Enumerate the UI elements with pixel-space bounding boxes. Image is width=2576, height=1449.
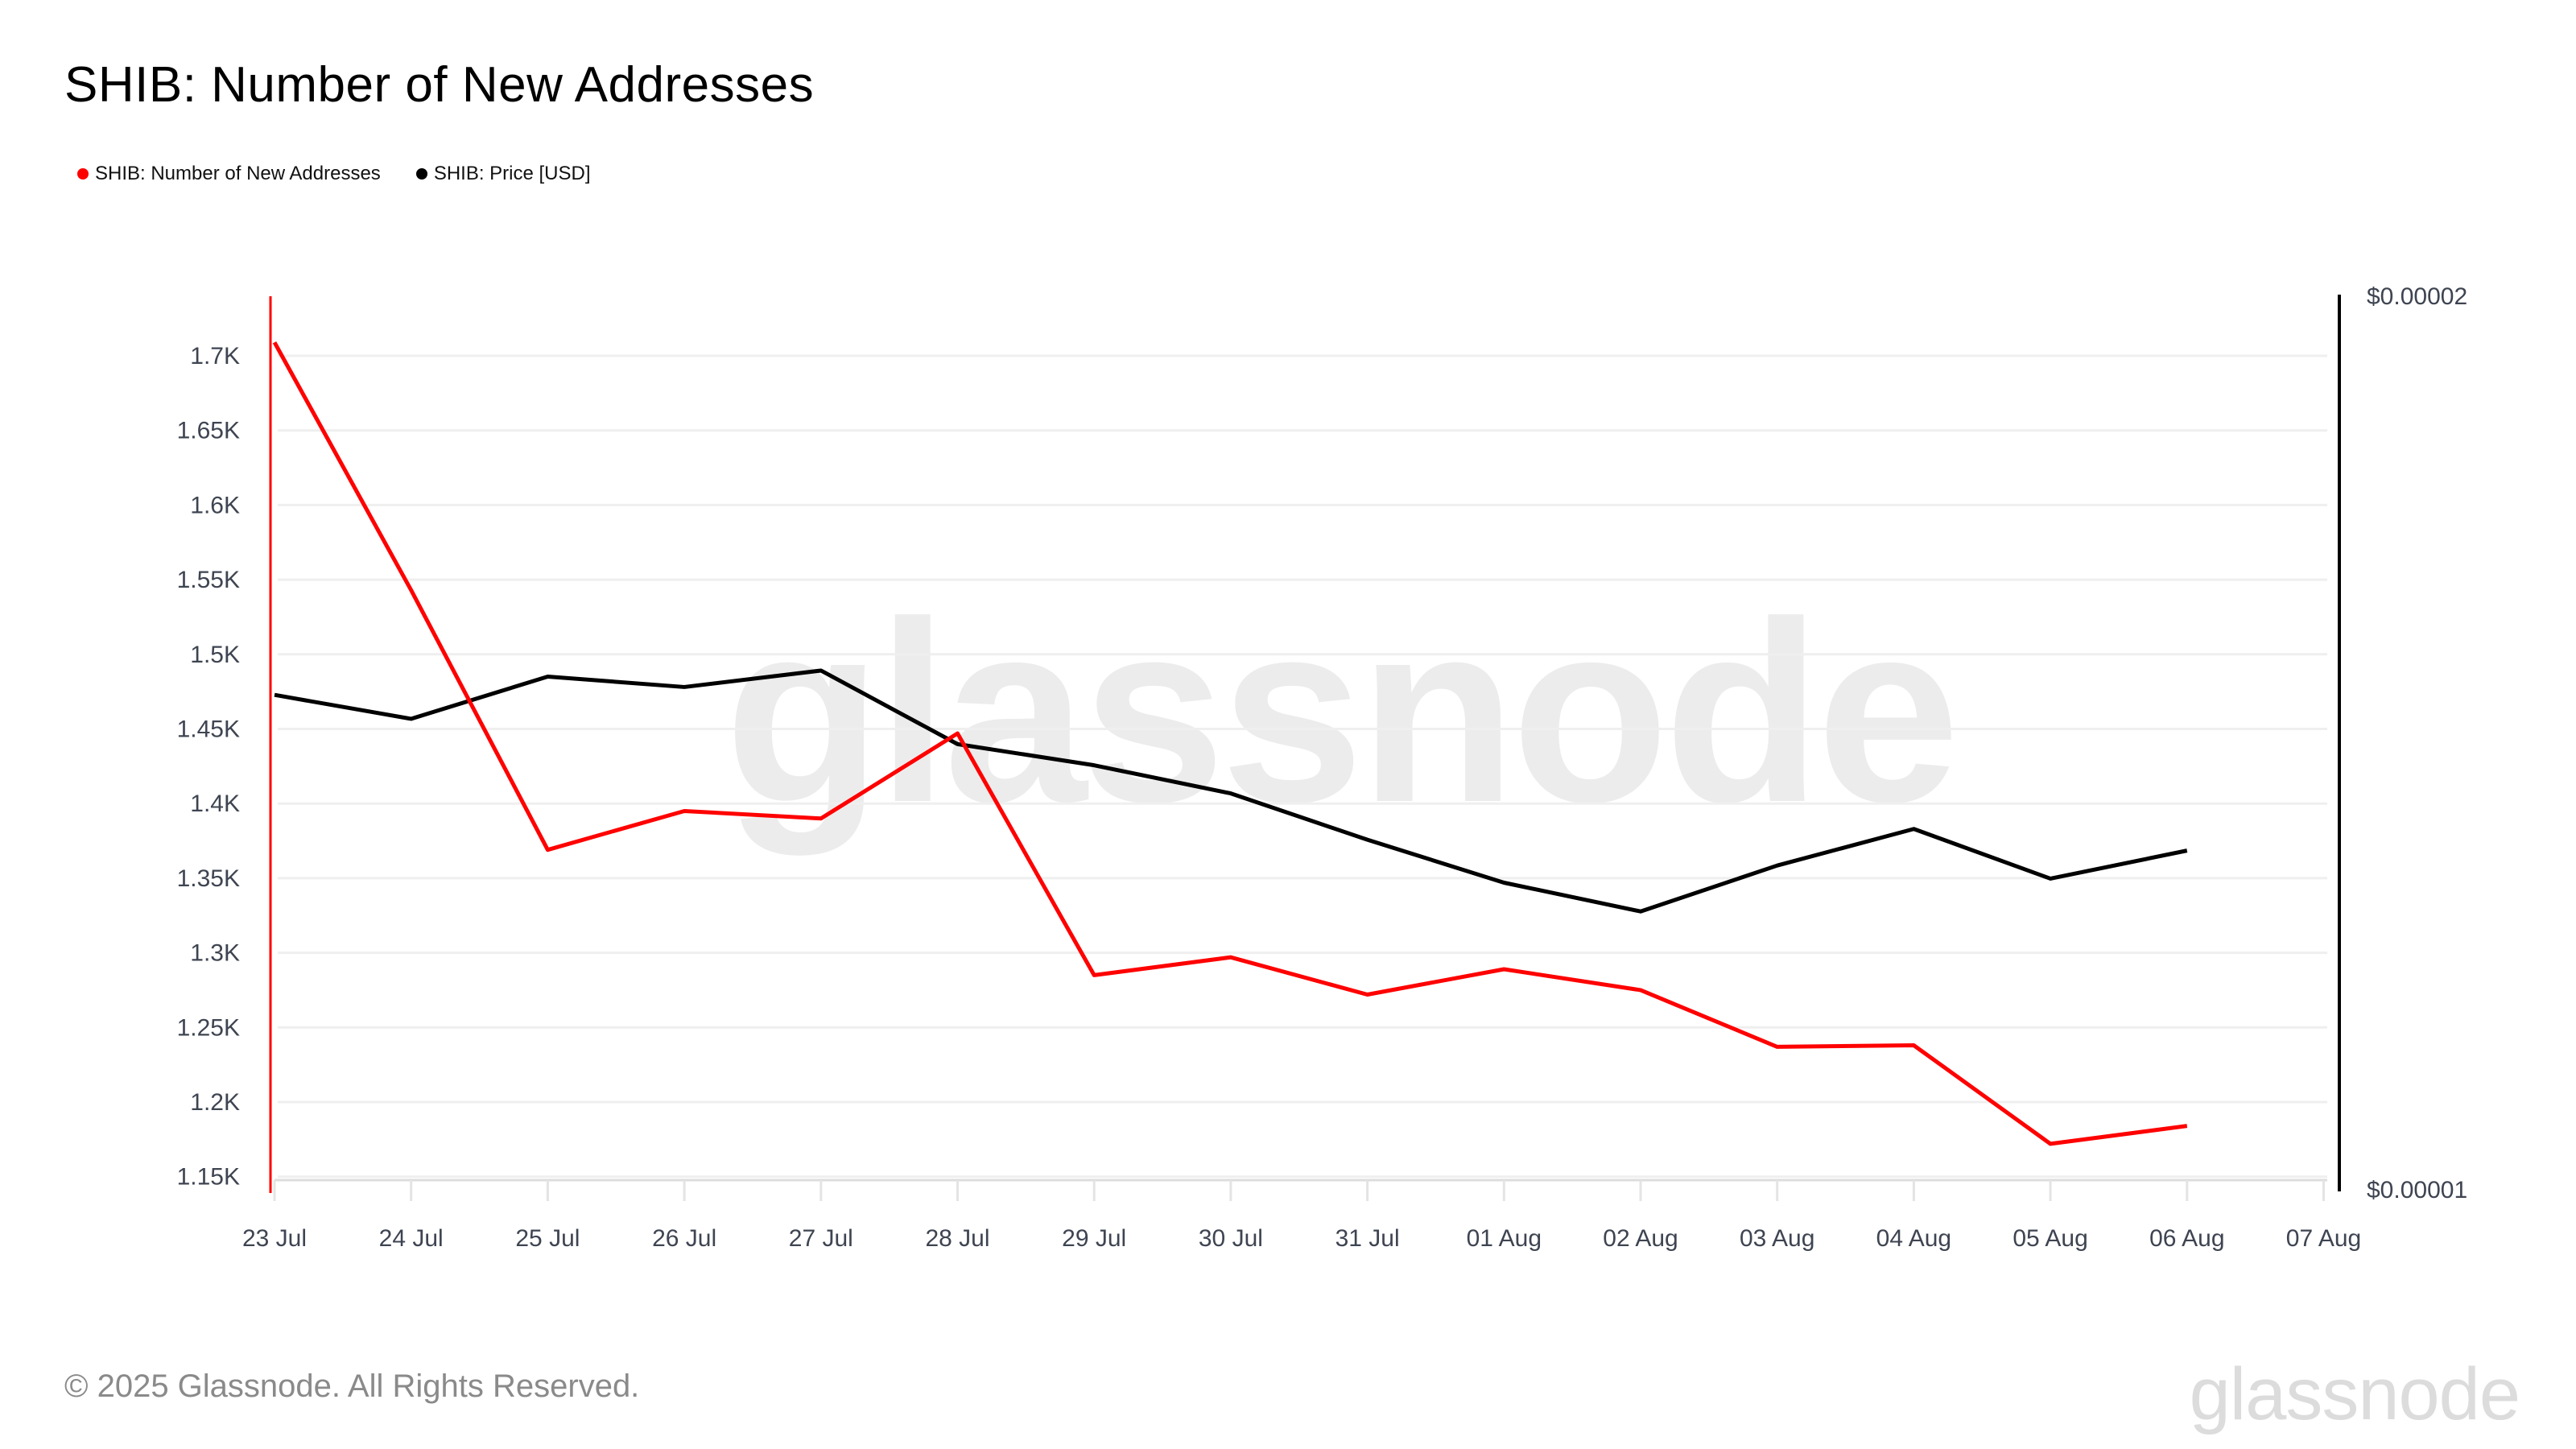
legend-item-new-addresses[interactable]: SHIB: Number of New Addresses [77,163,381,185]
x-tick-label: 01 Aug [1467,1225,1542,1252]
y-tick-label: 1.35K [177,865,240,892]
x-tick-label: 31 Jul [1335,1225,1400,1252]
y-tick-label: 1.6K [190,492,240,518]
legend: SHIB: Number of New Addresses SHIB: Pric… [77,163,591,185]
gridlines [278,354,2327,1179]
y-right-tick-label: $0.00001 [2367,1177,2467,1203]
price-series-line [274,668,2188,914]
y-tick-label: 1.25K [177,1014,240,1041]
legend-dot-icon [77,168,89,180]
legend-label: SHIB: Price [USD] [433,163,591,184]
x-tick-label: 05 Aug [2013,1225,2087,1252]
y-tick-label: 1.15K [177,1164,240,1191]
y-tick-label: 1.55K [177,567,240,593]
x-tick-label: 03 Aug [1740,1225,1814,1252]
x-tick-label: 07 Aug [2286,1225,2361,1252]
x-tick-label: 26 Jul [652,1225,716,1252]
copyright-text: © 2025 Glassnode. All Rights Reserved. [64,1368,640,1404]
y-tick-label: 1.65K [177,418,240,444]
y-tick-label: 1.7K [190,343,240,369]
y-tick-label: 1.45K [177,716,240,743]
x-tick-label: 28 Jul [925,1225,989,1252]
x-tick-label: 30 Jul [1199,1225,1263,1252]
left-axis-labels: 1.15K 1.2K 1.25K 1.3K 1.35K 1.4K 1.45K 1.5K 1.55… [177,343,240,1191]
glassnode-logo: glassnode [2189,1353,2520,1435]
x-tick-label: 29 Jul [1062,1225,1126,1252]
watermark-logo: glassnode [724,568,1960,856]
x-tick-label: 06 Aug [2149,1225,2224,1252]
x-tick-label: 25 Jul [515,1225,580,1252]
chart-title: SHIB: Number of New Addresses [64,57,815,113]
y-tick-label: 1.2K [190,1089,240,1116]
y-tick-label: 1.5K [190,642,240,668]
y-tick-label: 1.4K [190,791,240,817]
x-tick-label: 27 Jul [789,1225,853,1252]
x-axis: 23 Jul 24 Jul 25 Jul 26 Jul 27 Jul 28 Jul 29 J… [242,1179,2361,1252]
legend-dot-icon [415,168,427,180]
legend-item-price[interactable]: SHIB: Price [USD] [415,163,591,185]
x-tick-label: 23 Jul [242,1225,307,1252]
x-tick-label: 02 Aug [1603,1225,1678,1252]
right-axis-labels: $0.00002 $0.00001 [2367,283,2467,1203]
x-tick-label: 04 Aug [1876,1225,1951,1252]
y-tick-label: 1.3K [190,940,240,967]
legend-label: SHIB: Number of New Addresses [95,163,381,184]
new-addresses-series-line [272,341,2188,1146]
x-tick-label: 24 Jul [379,1225,444,1252]
y-right-tick-label: $0.00002 [2367,283,2467,310]
